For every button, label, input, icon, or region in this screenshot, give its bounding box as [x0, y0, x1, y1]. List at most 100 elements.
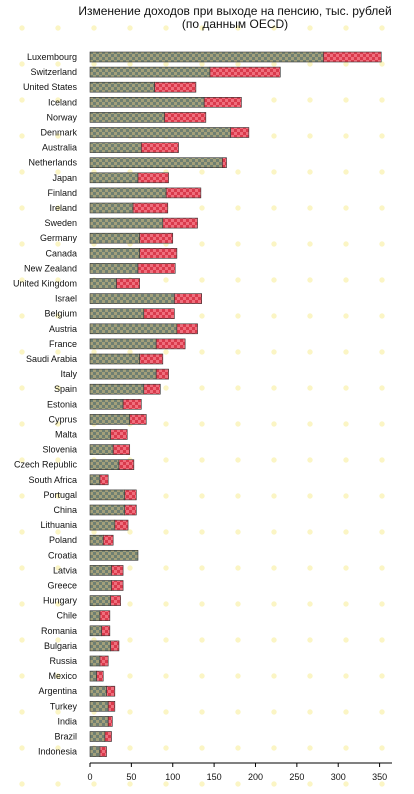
- bar-segment-base: [89, 398, 124, 410]
- category-label: China: [53, 505, 77, 515]
- bar-segment-base: [89, 263, 139, 274]
- bar-segment-base: [89, 66, 211, 78]
- bar-segment-base: [89, 474, 101, 486]
- bar-segment-change: [106, 685, 116, 697]
- bar-segment-change: [165, 187, 202, 199]
- bar-segment-base: [89, 187, 167, 199]
- category-label: Germany: [40, 233, 78, 243]
- bar-segment-change: [323, 51, 382, 63]
- category-label: Croatia: [48, 550, 77, 560]
- category-label: Brazil: [54, 732, 77, 742]
- category-label: Czech Republic: [14, 460, 78, 470]
- bar-segment-change: [164, 112, 207, 123]
- bar-segment-base: [89, 595, 111, 606]
- bar-segment-change: [99, 474, 109, 486]
- bar-segment-base: [89, 127, 231, 138]
- chart-subtitle: (по данным OECD): [181, 17, 289, 31]
- category-label: Greece: [47, 581, 77, 591]
- bar-segment-base: [89, 610, 101, 622]
- bar-segment-change: [124, 489, 137, 501]
- bar-segment-change: [154, 81, 197, 93]
- bar-segment-change: [137, 263, 176, 274]
- bar-segment-change: [155, 338, 186, 350]
- bar-segment-change: [102, 534, 114, 546]
- bar-segment-change: [222, 157, 227, 168]
- category-label: Australia: [42, 143, 77, 153]
- category-label: Cyprus: [48, 414, 77, 424]
- bar-segment-base: [89, 112, 165, 123]
- bar-segment-base: [89, 414, 131, 425]
- x-tick-label: 200: [248, 772, 263, 782]
- category-label: Russia: [49, 656, 77, 666]
- category-label: Slovenia: [42, 445, 77, 455]
- bar-segment-change: [132, 202, 169, 214]
- bar-segment-base: [89, 670, 97, 682]
- category-label: Ireland: [49, 203, 77, 213]
- bar-segment-change: [176, 323, 198, 335]
- category-label: Norway: [46, 112, 77, 122]
- bar-segment-base: [89, 142, 142, 153]
- chart-title: Изменение доходов при выходе на пенсию, …: [78, 4, 392, 18]
- bar-segment-base: [89, 248, 140, 259]
- bar-segment-change: [99, 746, 107, 757]
- category-label: Portugal: [43, 490, 77, 500]
- category-label: Spain: [54, 384, 77, 394]
- bar-segment-change: [110, 640, 120, 652]
- category-label: Switzerland: [30, 67, 77, 77]
- category-label: South Africa: [28, 475, 77, 485]
- bar-segment-change: [155, 368, 169, 380]
- bar-segment-base: [89, 172, 139, 184]
- category-label: Austria: [49, 324, 77, 334]
- x-tick-label: 350: [372, 772, 387, 782]
- bar-segment-change: [107, 700, 116, 712]
- bar-segment-base: [89, 338, 157, 350]
- bar-segment-base: [89, 549, 139, 561]
- bar-segment-base: [89, 202, 134, 214]
- bar-segment-base: [89, 655, 101, 667]
- x-tick-label: 50: [126, 772, 136, 782]
- bar-segment-base: [89, 97, 205, 108]
- bar-segment-base: [89, 157, 223, 168]
- category-label: New Zealand: [24, 263, 77, 273]
- bar-segment-base: [89, 580, 112, 591]
- bar-segment-change: [110, 595, 121, 606]
- bar-segment-base: [89, 565, 112, 576]
- bar-segment-change: [137, 172, 169, 184]
- bar-segment-base: [89, 383, 145, 395]
- bar-segment-change: [114, 519, 129, 531]
- bar-segment-base: [89, 519, 116, 531]
- bar-segment-change: [107, 716, 113, 727]
- bar-segment-base: [89, 489, 126, 501]
- bar-segment-change: [124, 504, 137, 516]
- bar-segment-base: [89, 293, 175, 304]
- bar-segment-base: [89, 368, 157, 380]
- bar-segment-change: [140, 142, 179, 153]
- bar-segment-change: [118, 459, 135, 471]
- bar-segment-change: [143, 383, 161, 395]
- category-label: United Kingdom: [13, 279, 77, 289]
- category-label: Luxembourg: [27, 52, 77, 62]
- bar-segment-base: [89, 534, 104, 546]
- category-label: India: [57, 716, 77, 726]
- category-label: Turkey: [50, 701, 78, 711]
- bar-segment-change: [203, 97, 242, 108]
- bar-segment-change: [143, 308, 175, 320]
- category-label: Estonia: [47, 399, 77, 409]
- category-label: France: [49, 339, 77, 349]
- bar-segment-change: [209, 66, 281, 78]
- category-label: Mexico: [48, 671, 77, 681]
- bar-segment-change: [101, 625, 111, 637]
- bar-segment-base: [89, 51, 324, 63]
- bar-segment-change: [139, 248, 178, 259]
- bar-segment-base: [89, 217, 164, 229]
- bar-segment-base: [89, 232, 140, 244]
- bar-segment-base: [89, 353, 140, 365]
- category-label: Hungary: [43, 596, 78, 606]
- bar-segment-change: [174, 293, 202, 304]
- bar-segment-base: [89, 278, 117, 289]
- bar-segment-change: [111, 580, 124, 591]
- bar-segment-change: [110, 429, 128, 440]
- category-label: Malta: [55, 430, 77, 440]
- bar-segment-base: [89, 685, 107, 697]
